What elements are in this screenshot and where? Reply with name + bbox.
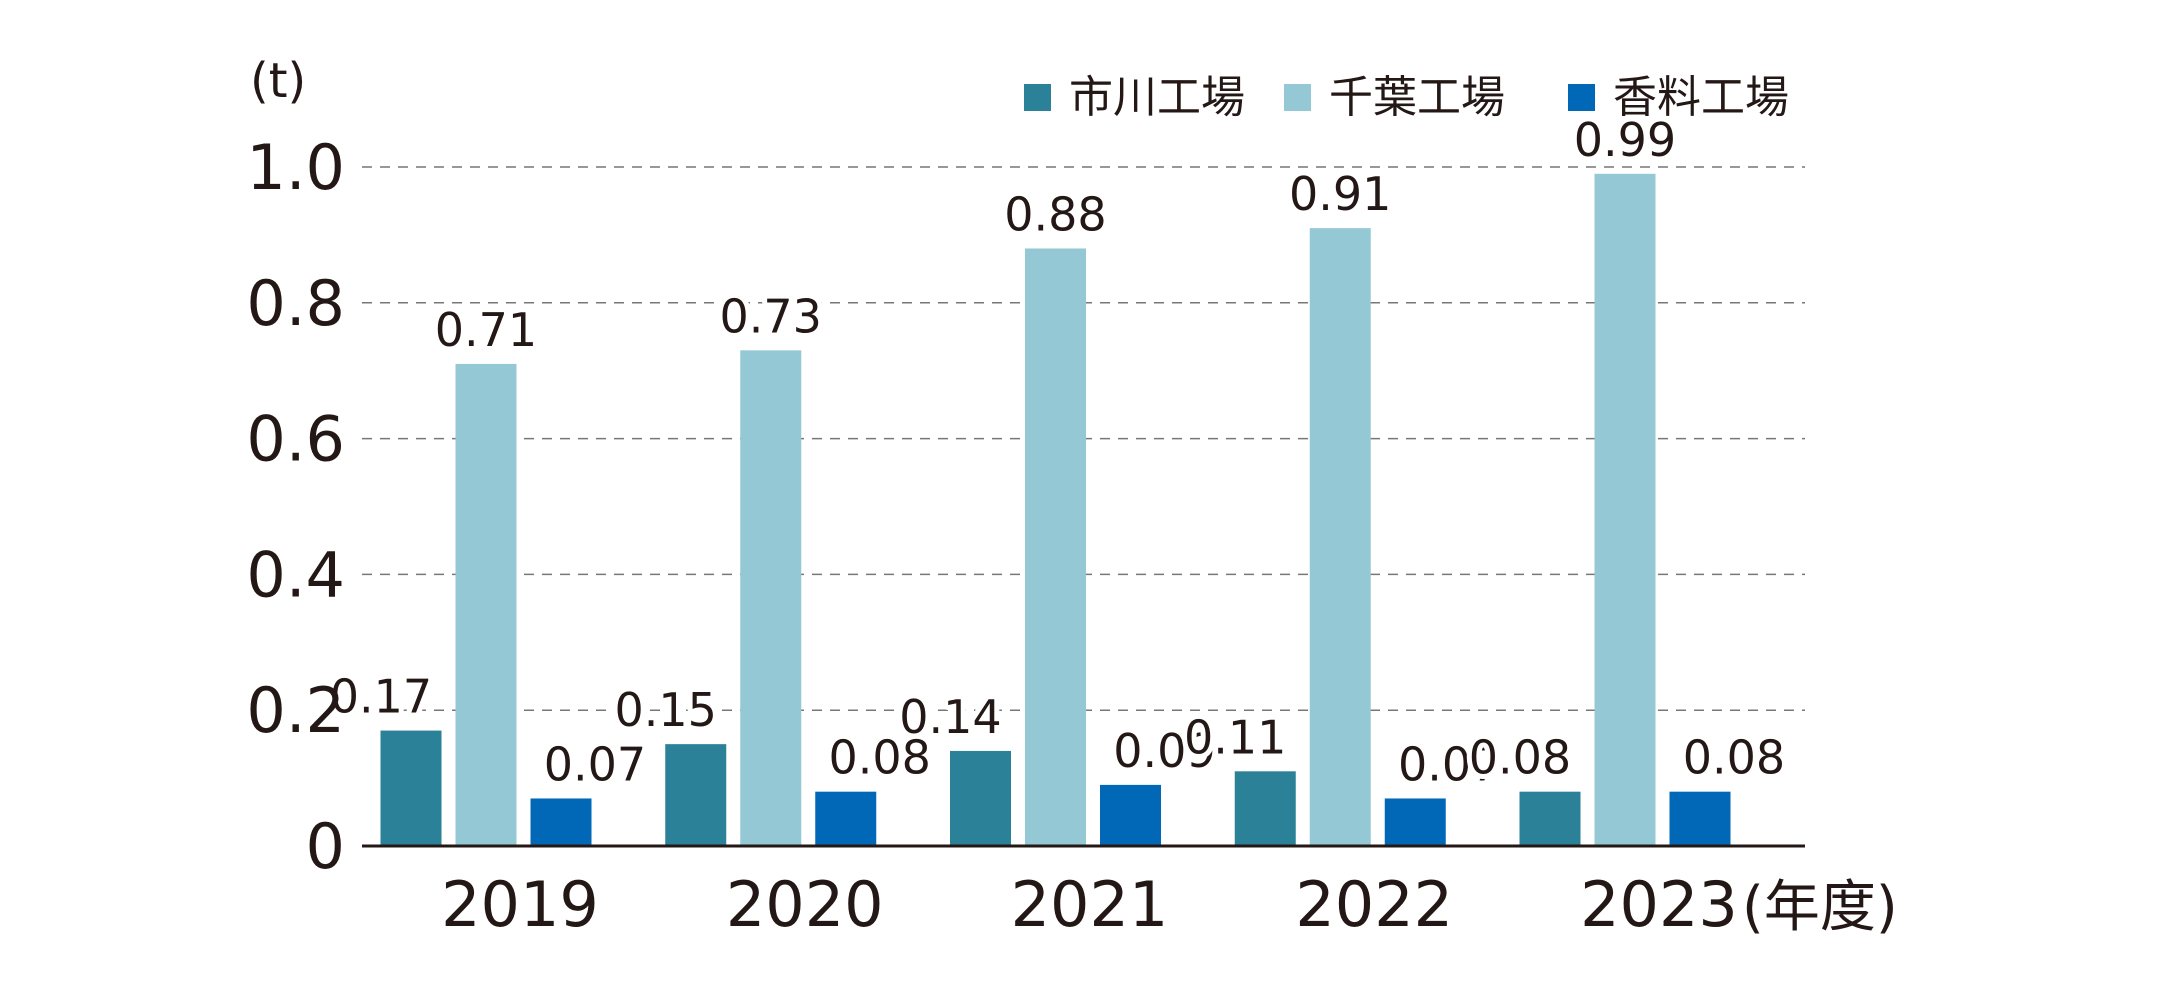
- bar-3: [1384, 798, 1446, 846]
- data-label-halo: 0.09: [1113, 724, 1215, 778]
- legend-label-3: 香料工場: [1613, 72, 1789, 123]
- data-label: 0.07: [1398, 737, 1500, 791]
- y-tick-label: 0.2: [246, 674, 345, 747]
- data-label: 0.71: [435, 303, 537, 357]
- data-label-halo: 0.88: [1004, 187, 1106, 241]
- bar-2: [1025, 248, 1086, 847]
- y-tick-label: 0: [306, 810, 345, 883]
- data-label: 0.08: [1469, 731, 1571, 785]
- data-label-halo: 0.73: [720, 289, 822, 343]
- data-label: 0.99: [1574, 113, 1676, 167]
- data-label-halo: 0.17: [330, 670, 432, 724]
- bar-1: [1234, 771, 1296, 846]
- y-tick-label: 0.6: [246, 403, 345, 476]
- data-label-halo: 0.99: [1574, 113, 1676, 167]
- data-label-halo: 0.11: [1184, 710, 1286, 764]
- data-label-halo: 0.08: [829, 731, 931, 785]
- data-label: 0.08: [829, 731, 931, 785]
- data-label-halo: 0.91: [1289, 167, 1391, 221]
- data-label: 0.08: [1683, 731, 1785, 785]
- bar-2: [740, 350, 802, 846]
- data-label-halo: 0.14: [899, 690, 1001, 744]
- data-label: 0.14: [899, 690, 1001, 744]
- data-label-halo: 0.15: [615, 683, 717, 737]
- legend-swatch-1: [1024, 84, 1051, 111]
- data-label: 0.07: [544, 737, 646, 791]
- bar-3: [1100, 784, 1161, 846]
- bar-2: [455, 363, 517, 846]
- data-label-halo: 0.71: [435, 303, 537, 357]
- data-label-halo: 0.08: [1683, 731, 1785, 785]
- data-label-halo: 0.08: [1469, 731, 1571, 785]
- data-label: 0.17: [330, 670, 432, 724]
- legend-label-2: 千葉工場: [1329, 72, 1505, 123]
- data-label: 0.88: [1004, 187, 1106, 241]
- data-label-halo: 0.07: [544, 737, 646, 791]
- axes: (t) 0 0.2 0.4 0.6 0.8 1.0 2019 2020 2021 2022 2023…: [246, 53, 1897, 941]
- data-label: 0.91: [1289, 167, 1391, 221]
- bar-2: [1594, 173, 1656, 847]
- legend-swatch-2: [1284, 84, 1311, 111]
- y-tick-label: 0.4: [246, 538, 345, 611]
- bar-1: [950, 750, 1011, 846]
- x-tick-label: 2021: [1011, 868, 1169, 941]
- data-label: 0.09: [1113, 724, 1215, 778]
- y-axis-unit: (t): [250, 53, 306, 109]
- bar-1: [1519, 791, 1581, 846]
- x-tick-label: 2019: [441, 868, 599, 941]
- data-label: 0.15: [615, 683, 717, 737]
- legend-swatch-3: [1568, 84, 1595, 111]
- y-tick-label: 1.0: [246, 131, 345, 204]
- bar-3: [815, 791, 877, 846]
- data-label-halo: 0.07: [1398, 737, 1500, 791]
- data-labels: 0.170.170.710.710.070.070.150.150.730.73…: [325, 108, 1790, 797]
- bar-3: [530, 798, 592, 846]
- x-tick-label: 2023: [1580, 868, 1738, 941]
- y-tick-label: 0.8: [246, 267, 345, 340]
- x-tick-label: 2020: [726, 868, 884, 941]
- x-tick-label: 2022: [1295, 868, 1453, 941]
- legend-label-1: 市川工場: [1069, 72, 1245, 123]
- data-label: 0.73: [720, 289, 822, 343]
- bars: [380, 173, 1731, 847]
- bar-1: [380, 730, 442, 846]
- bar-3: [1669, 791, 1731, 846]
- bar-1: [665, 744, 727, 846]
- data-label: 0.11: [1184, 710, 1286, 764]
- legend: 市川工場 千葉工場 香料工場: [1024, 72, 1789, 123]
- x-axis-unit: (年度): [1742, 875, 1898, 940]
- bar-2: [1309, 228, 1371, 847]
